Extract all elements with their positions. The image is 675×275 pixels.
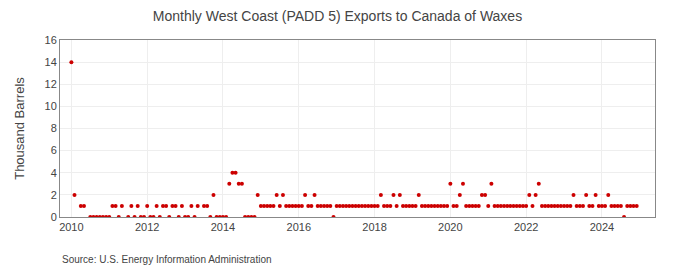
svg-text:Monthly West Coast (PADD 5) Ex: Monthly West Coast (PADD 5) Exports to C… [153,8,522,24]
svg-text:2022: 2022 [514,221,538,233]
svg-text:6: 6 [51,144,57,156]
svg-text:14: 14 [45,56,57,68]
svg-text:Source: U.S. Energy Informatio: Source: U.S. Energy Information Administ… [62,254,272,265]
svg-text:Thousand Barrels: Thousand Barrels [12,77,27,180]
svg-text:2018: 2018 [362,221,386,233]
svg-text:2012: 2012 [135,221,159,233]
svg-text:4: 4 [51,167,57,179]
svg-text:2020: 2020 [438,221,462,233]
svg-text:12: 12 [45,78,57,90]
svg-text:2010: 2010 [59,221,83,233]
svg-text:0: 0 [51,211,57,223]
svg-text:2016: 2016 [287,221,311,233]
svg-text:10: 10 [45,100,57,112]
svg-text:2: 2 [51,189,57,201]
svg-text:16: 16 [45,34,57,46]
svg-text:2014: 2014 [211,221,235,233]
svg-text:8: 8 [51,122,57,134]
svg-text:2024: 2024 [590,221,614,233]
